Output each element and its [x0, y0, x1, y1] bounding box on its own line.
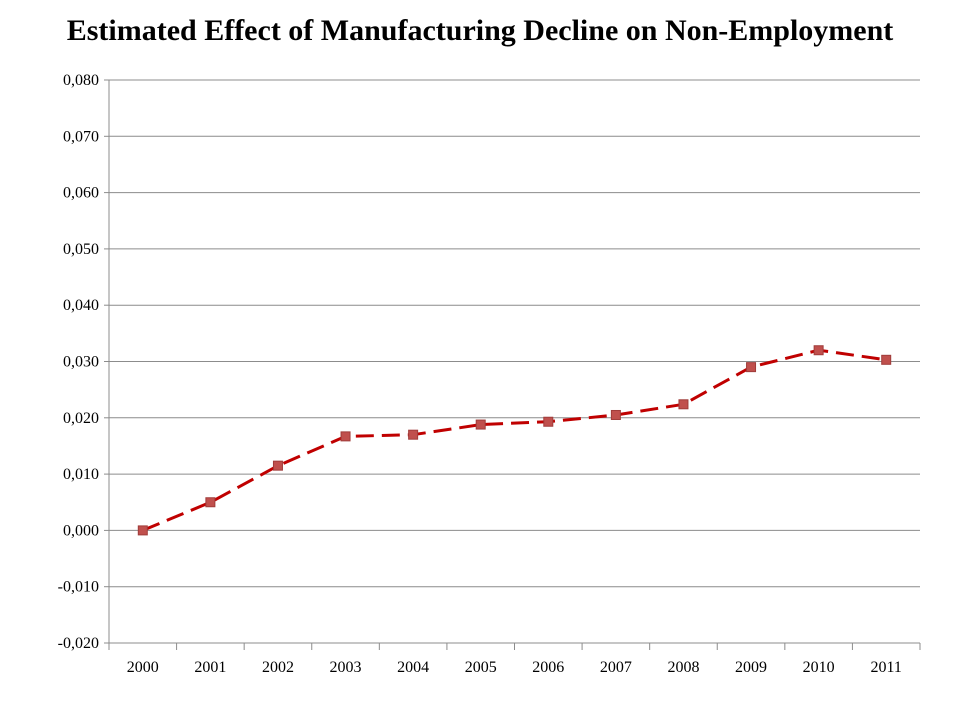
- x-tick-label: 2005: [465, 659, 497, 676]
- data-point-marker: [475, 419, 486, 430]
- y-tick-label: 0,050: [63, 241, 99, 258]
- data-point-marker: [137, 525, 148, 536]
- data-point-marker: [340, 431, 351, 442]
- gridlines: [109, 79, 920, 644]
- data-point-marker: [881, 354, 892, 365]
- data-point-marker: [610, 409, 621, 420]
- x-axis-tick-labels: 2000 2001 2002 2003 2004 2005 2006 2007 2008 2009…: [127, 659, 902, 676]
- y-tick-label: -0,020: [58, 635, 99, 652]
- data-point-marker: [543, 416, 554, 427]
- data-point-marker: [746, 362, 757, 373]
- x-tick-label: 2007: [600, 659, 632, 676]
- data-point-marker: [813, 345, 824, 356]
- y-axis-tick-labels: -0,020 -0,010 0,000 0,010 0,020 0,030 0,040 0,0…: [58, 72, 99, 652]
- x-tick-label: 2011: [871, 659, 902, 676]
- data-point-marker: [205, 497, 216, 508]
- data-point-marker: [408, 429, 419, 440]
- x-tick-label: 2008: [667, 659, 699, 676]
- y-tick-label: 0,070: [63, 128, 99, 145]
- y-tick-label: 0,040: [63, 297, 99, 314]
- y-tick-label: 0,010: [63, 466, 99, 483]
- y-tick-label: 0,060: [63, 185, 99, 202]
- y-tick-label: 0,030: [63, 354, 99, 371]
- x-tick-label: 2000: [127, 659, 159, 676]
- x-tick-label: 2004: [397, 659, 429, 676]
- y-tick-label: 0,000: [63, 522, 99, 539]
- series-group: [137, 345, 892, 536]
- x-tick-label: 2010: [803, 659, 835, 676]
- y-tick-label: -0,010: [58, 579, 99, 596]
- axes: [104, 79, 921, 650]
- x-tick-label: 2009: [735, 659, 767, 676]
- x-tick-label: 2006: [532, 659, 564, 676]
- data-point-marker: [272, 460, 283, 471]
- y-tick-label: 0,080: [63, 72, 99, 89]
- y-tick-label: 0,020: [63, 410, 99, 427]
- data-point-marker: [678, 399, 689, 410]
- x-tick-label: 2003: [330, 659, 362, 676]
- series-line: [142, 348, 887, 532]
- x-tick-label: 2002: [262, 659, 294, 676]
- chart-title: Estimated Effect of Manufacturing Declin…: [66, 14, 894, 47]
- x-tick-label: 2001: [194, 659, 226, 676]
